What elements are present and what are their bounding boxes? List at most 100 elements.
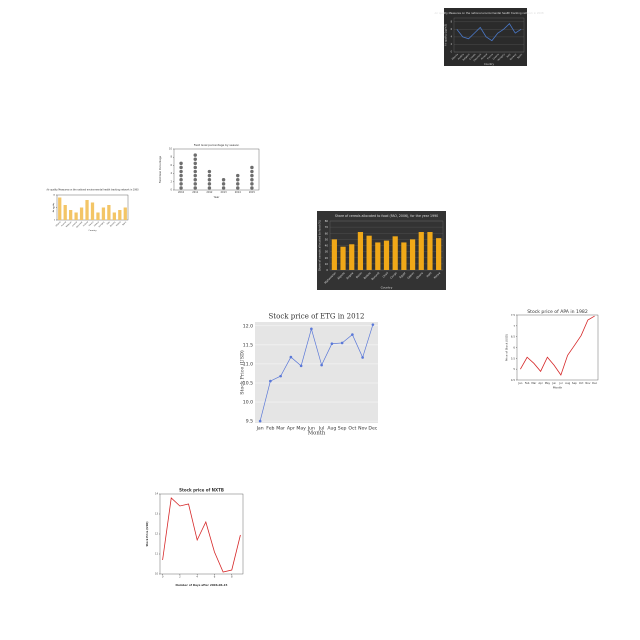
bar (383, 240, 390, 270)
x-tick-label: Haiti (425, 271, 432, 278)
dot-column (221, 178, 226, 190)
dot (207, 169, 212, 174)
x-tick-label: Greece (93, 220, 100, 227)
x-tick-label: Italy (506, 52, 512, 58)
y-tick-label: 7.5 (511, 313, 515, 317)
dot (179, 173, 183, 178)
dot (250, 186, 254, 190)
x-axis-label: Number of Days after 2006-06-15 (176, 583, 228, 587)
chart-title: Stock price of NXTB (179, 488, 224, 493)
data-point (269, 379, 272, 383)
x-tick-label: Greece (492, 53, 500, 61)
dot (193, 161, 197, 166)
x-tick-label: Nov (358, 426, 367, 432)
y-tick-label: 8 (170, 156, 172, 159)
dot (207, 178, 212, 182)
y-tick-label: 50 (325, 237, 329, 241)
x-axis-label: Year (214, 195, 221, 199)
x-tick-label: Jun (307, 426, 315, 432)
y-tick-label: 5.5 (511, 356, 515, 360)
x-tick-label: Bolivia (363, 271, 372, 280)
dot (236, 182, 240, 186)
x-tick-label: Spain (517, 53, 524, 60)
bar (418, 232, 424, 270)
bar (58, 197, 62, 220)
x-axis-label: Country (381, 286, 393, 290)
chart-background (145, 487, 245, 587)
x-tick-label: Sep (572, 381, 577, 385)
x-tick-label: France (487, 53, 495, 61)
x-tick-label: Mar (531, 381, 537, 385)
dot (250, 173, 254, 178)
dot (236, 173, 240, 178)
chart: Air quality Measures on the national env… (47, 185, 139, 232)
x-tick-label: Apr (538, 381, 543, 385)
x-tick-label: Feb (266, 426, 274, 432)
x-tick-label: Dec (368, 426, 377, 432)
y-tick-label: 80 (325, 219, 329, 223)
x-tick-label: Denmark (75, 220, 84, 229)
data-point (340, 341, 344, 345)
dot-column (236, 173, 240, 190)
dot (179, 178, 183, 182)
x-tick-label: Algeria (336, 271, 346, 281)
y-tick-label: 6 (513, 346, 515, 350)
y-axis-label: Share of cereals allocated to food (%) (317, 220, 321, 271)
x-tick-label: Jul (318, 426, 325, 432)
y-tick-label: 70 (325, 225, 329, 229)
data-point (258, 419, 262, 423)
data-point (351, 333, 354, 336)
dot-column (250, 165, 254, 190)
dot (236, 186, 240, 190)
dot (193, 182, 197, 186)
y-tick-label: 2 (451, 43, 453, 46)
dot-column (179, 161, 183, 190)
dot (179, 169, 183, 174)
chart: Share of cereals allocated to food (FAO,… (317, 211, 446, 290)
dot (250, 169, 254, 174)
dot (179, 165, 183, 170)
x-tick-label: Congo (389, 271, 398, 280)
bar (63, 205, 67, 220)
y-tick-label: 0 (451, 51, 453, 54)
bar (409, 239, 416, 270)
x-tick-label: Hungary (497, 52, 506, 61)
x-tick-label: Poland (116, 221, 122, 227)
x-tick-label: Albania (451, 53, 459, 61)
y-tick-label: 6.5 (511, 335, 515, 339)
y-tick-label: 5 (54, 207, 55, 209)
y-axis-label: Stock Price (USD) (145, 521, 149, 546)
data-point (299, 364, 303, 368)
bar (366, 235, 372, 270)
x-tick-label: Mar (276, 426, 285, 432)
data-point (371, 323, 375, 326)
dot (193, 178, 197, 182)
bar (69, 210, 73, 220)
x-tick-label: Aug (327, 426, 336, 432)
dot-column (207, 169, 212, 190)
y-tick-label: 10.5 (243, 380, 253, 386)
dot (221, 182, 226, 186)
y-tick-label: 8 (451, 20, 453, 23)
x-tick-label: Norway (509, 52, 517, 60)
chart: Stock price of ETG in 2012 Month Stock Pri… (238, 311, 380, 437)
y-tick-label: 12 (155, 533, 159, 536)
data-line (456, 23, 522, 42)
x-tick-label: 2 (179, 575, 181, 578)
bar (427, 232, 433, 270)
dot (193, 165, 197, 170)
y-axis-label: Field Goal Percentage (158, 155, 162, 183)
x-tick-label: Italy (106, 220, 112, 226)
y-tick-label: 11.0 (243, 361, 253, 367)
x-tick-label: May (296, 426, 306, 432)
x-tick-label: Belgium (462, 53, 470, 61)
y-tick-label: 0 (170, 189, 172, 192)
y-tick-label: 4.5 (511, 378, 515, 382)
x-tick-label: Burundi (370, 271, 380, 281)
x-tick-label: 2011 (192, 191, 199, 194)
y-axis-label: Stock Price (USD) (239, 350, 246, 395)
y-tick-label: 14 (155, 493, 159, 496)
dot (193, 169, 197, 174)
dot (179, 182, 183, 186)
